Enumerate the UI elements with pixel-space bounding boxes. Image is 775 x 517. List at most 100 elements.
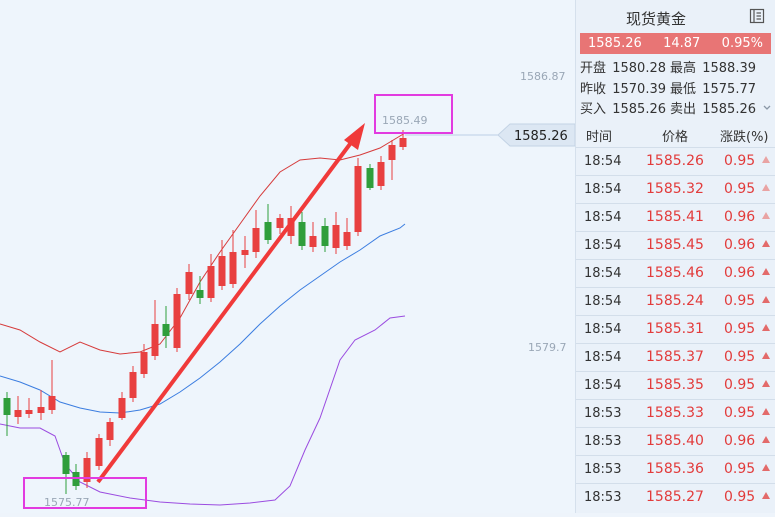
tick-price: 1585.31 bbox=[646, 321, 704, 337]
candle-body bbox=[264, 222, 272, 240]
candle-body bbox=[140, 352, 148, 374]
tick-change: 0.96 bbox=[724, 265, 756, 281]
candlestick-chart[interactable]: 1586.87 1579.7 1585.49 1575.77 1585.26 bbox=[0, 0, 576, 513]
tick-time: 18:54 bbox=[584, 182, 622, 197]
tick-change: 0.96 bbox=[724, 209, 756, 225]
tick-price: 1585.26 bbox=[646, 153, 704, 169]
tick-change: 0.95 bbox=[724, 293, 756, 309]
candles bbox=[3, 130, 407, 494]
tick-time: 18:54 bbox=[584, 238, 622, 253]
tick-change: 0.95 bbox=[724, 349, 756, 365]
up-arrow-icon bbox=[762, 156, 770, 163]
trough-highlight-box bbox=[23, 477, 147, 509]
high-label: 最高 bbox=[670, 61, 697, 76]
collapse-panel-icon[interactable] bbox=[749, 8, 765, 24]
open-label: 开盘 bbox=[580, 61, 607, 76]
up-arrow-icon bbox=[762, 352, 770, 359]
candle-body bbox=[151, 324, 159, 356]
candle-body bbox=[25, 410, 33, 414]
candle-body bbox=[252, 228, 260, 252]
header-change: 涨跌(%) bbox=[720, 130, 769, 145]
tick-row[interactable]: 18:54 1585.37 0.95 bbox=[576, 343, 775, 372]
tick-time: 18:54 bbox=[584, 294, 622, 309]
up-arrow-icon bbox=[762, 296, 770, 303]
candle-body bbox=[377, 162, 385, 186]
up-arrow-icon bbox=[762, 240, 770, 247]
tick-price: 1585.32 bbox=[646, 181, 704, 197]
tick-row[interactable]: 18:54 1585.35 0.95 bbox=[576, 371, 775, 400]
peak-price-label: 1585.49 bbox=[382, 114, 428, 127]
tick-price: 1585.40 bbox=[646, 433, 704, 449]
tick-change: 0.95 bbox=[724, 461, 756, 477]
tick-time: 18:53 bbox=[584, 406, 622, 421]
candle-body bbox=[354, 166, 362, 232]
header-price: 价格 bbox=[662, 130, 689, 145]
chevron-down-icon[interactable] bbox=[763, 104, 771, 112]
candle-body bbox=[129, 372, 137, 398]
tick-time: 18:53 bbox=[584, 434, 622, 449]
candle-body bbox=[185, 272, 193, 294]
tick-price: 1585.46 bbox=[646, 265, 704, 281]
info-row-prev-low: 昨收 1570.39 最低 1575.77 bbox=[580, 78, 760, 97]
tick-row[interactable]: 18:53 1585.27 0.95 bbox=[576, 483, 775, 512]
tick-time: 18:54 bbox=[584, 266, 622, 281]
tick-row[interactable]: 18:54 1585.32 0.95 bbox=[576, 175, 775, 204]
tick-time: 18:54 bbox=[584, 350, 622, 365]
tick-time: 18:53 bbox=[584, 462, 622, 477]
tick-row[interactable]: 18:54 1585.26 0.95 bbox=[576, 147, 775, 176]
tick-price: 1585.24 bbox=[646, 293, 704, 309]
tick-change: 0.95 bbox=[724, 153, 756, 169]
prev-close-label: 昨收 bbox=[580, 82, 607, 97]
high-value: 1588.39 bbox=[702, 61, 756, 76]
tick-row[interactable]: 18:53 1585.40 0.96 bbox=[576, 427, 775, 456]
axis-low-label: 1579.7 bbox=[528, 341, 567, 354]
tick-price: 1585.41 bbox=[646, 209, 704, 225]
tick-time: 18:53 bbox=[584, 490, 622, 505]
tick-row[interactable]: 18:53 1585.33 0.95 bbox=[576, 399, 775, 428]
tick-row[interactable]: 18:54 1585.41 0.96 bbox=[576, 203, 775, 232]
low-value: 1575.77 bbox=[702, 82, 756, 97]
ask-value: 1585.26 bbox=[702, 102, 756, 117]
tick-price: 1585.33 bbox=[646, 405, 704, 421]
instrument-title: 现货黄金 bbox=[625, 10, 686, 28]
up-arrow-icon bbox=[762, 408, 770, 415]
tick-price: 1585.27 bbox=[646, 489, 704, 505]
quote-bar: 1585.26 14.87 0.95% bbox=[580, 33, 771, 54]
tick-row[interactable]: 18:53 1585.36 0.95 bbox=[576, 455, 775, 484]
up-arrow-icon bbox=[762, 492, 770, 499]
candle-body bbox=[106, 422, 114, 440]
up-arrow-icon bbox=[762, 436, 770, 443]
tick-price: 1585.35 bbox=[646, 377, 704, 393]
tick-price: 1585.37 bbox=[646, 349, 704, 365]
tick-row[interactable]: 18:54 1585.46 0.96 bbox=[576, 259, 775, 288]
candle-body bbox=[196, 290, 204, 298]
tick-row[interactable]: 18:54 1585.24 0.95 bbox=[576, 287, 775, 316]
trend-arrow-head bbox=[344, 123, 365, 150]
candle-body bbox=[388, 145, 396, 160]
trough-price-label: 1575.77 bbox=[44, 496, 90, 509]
candle-body bbox=[276, 218, 284, 228]
candle-body bbox=[321, 226, 329, 246]
boll-mid-line bbox=[0, 223, 406, 414]
ask-label: 卖出 bbox=[670, 102, 697, 117]
candle-body bbox=[83, 458, 91, 482]
candle-body bbox=[14, 410, 22, 417]
candle-body bbox=[332, 225, 340, 248]
tick-row[interactable]: 18:54 1585.31 0.95 bbox=[576, 315, 775, 344]
boll-lower-line bbox=[0, 315, 406, 506]
up-arrow-icon bbox=[762, 324, 770, 331]
price-change-percent: 0.95% bbox=[721, 36, 763, 51]
candle-body bbox=[287, 218, 295, 236]
tick-change: 0.95 bbox=[724, 489, 756, 505]
tick-row[interactable]: 18:54 1585.45 0.96 bbox=[576, 231, 775, 260]
candle-body bbox=[229, 252, 237, 284]
candle-body bbox=[173, 294, 181, 348]
tick-change: 0.95 bbox=[724, 321, 756, 337]
last-price: 1585.26 bbox=[588, 36, 642, 51]
bid-value: 1585.26 bbox=[612, 102, 666, 117]
candle-body bbox=[241, 250, 249, 255]
tick-change: 0.96 bbox=[724, 237, 756, 253]
current-price-tag: 1585.26 bbox=[514, 129, 568, 144]
candle-body bbox=[3, 398, 11, 415]
tick-change: 0.95 bbox=[724, 405, 756, 421]
